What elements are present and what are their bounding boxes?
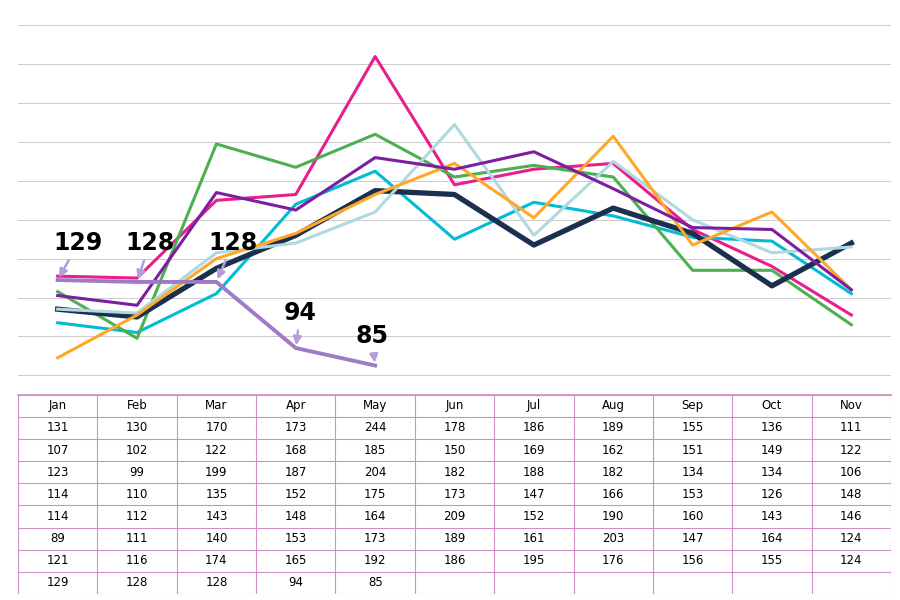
Text: 129: 129 <box>54 231 103 275</box>
Text: 160: 160 <box>681 510 704 523</box>
Text: 131: 131 <box>47 421 69 434</box>
Text: 135: 135 <box>205 488 228 501</box>
Text: 152: 152 <box>284 488 307 501</box>
Text: Feb: Feb <box>127 399 148 412</box>
Text: 134: 134 <box>760 466 783 479</box>
Text: Nov: Nov <box>840 399 863 412</box>
Text: 129: 129 <box>47 577 69 589</box>
Text: 153: 153 <box>284 532 307 545</box>
Text: 156: 156 <box>681 554 704 567</box>
Text: 155: 155 <box>760 554 783 567</box>
Text: 174: 174 <box>205 554 228 567</box>
Text: Aug: Aug <box>602 399 625 412</box>
Text: 140: 140 <box>205 532 228 545</box>
Text: 195: 195 <box>523 554 545 567</box>
Text: 114: 114 <box>47 510 69 523</box>
Text: 94: 94 <box>288 577 303 589</box>
Text: 173: 173 <box>364 532 386 545</box>
Text: 169: 169 <box>523 443 545 457</box>
Text: 189: 189 <box>444 532 465 545</box>
Text: 149: 149 <box>760 443 783 457</box>
Text: 209: 209 <box>444 510 465 523</box>
Text: 146: 146 <box>840 510 862 523</box>
Text: Sep: Sep <box>681 399 704 412</box>
Text: 124: 124 <box>840 554 862 567</box>
Text: 85: 85 <box>368 577 382 589</box>
Text: 111: 111 <box>126 532 148 545</box>
Text: 165: 165 <box>284 554 307 567</box>
Text: 170: 170 <box>205 421 228 434</box>
Text: 147: 147 <box>681 532 704 545</box>
Text: 143: 143 <box>205 510 228 523</box>
Text: 190: 190 <box>602 510 625 523</box>
Text: 116: 116 <box>126 554 148 567</box>
Text: 111: 111 <box>840 421 862 434</box>
Text: 203: 203 <box>602 532 625 545</box>
Text: 164: 164 <box>760 532 783 545</box>
Text: May: May <box>363 399 387 412</box>
Text: 126: 126 <box>760 488 783 501</box>
Text: 130: 130 <box>126 421 148 434</box>
Text: 128: 128 <box>205 577 228 589</box>
Text: 166: 166 <box>602 488 625 501</box>
Text: 102: 102 <box>126 443 148 457</box>
Text: 112: 112 <box>126 510 148 523</box>
Text: 89: 89 <box>50 532 65 545</box>
Text: 148: 148 <box>840 488 862 501</box>
Text: 136: 136 <box>760 421 783 434</box>
Text: 94: 94 <box>284 301 317 343</box>
Text: Jun: Jun <box>446 399 464 412</box>
Text: 128: 128 <box>126 577 148 589</box>
Text: 173: 173 <box>444 488 465 501</box>
Text: 153: 153 <box>681 488 704 501</box>
Text: Apr: Apr <box>285 399 306 412</box>
Text: 107: 107 <box>47 443 69 457</box>
Text: 182: 182 <box>602 466 625 479</box>
Text: 128: 128 <box>125 231 175 277</box>
Text: 244: 244 <box>364 421 386 434</box>
Text: 152: 152 <box>523 510 545 523</box>
Text: 189: 189 <box>602 421 625 434</box>
Text: 122: 122 <box>205 443 228 457</box>
Text: 175: 175 <box>364 488 386 501</box>
Text: 99: 99 <box>130 466 145 479</box>
Text: 148: 148 <box>284 510 307 523</box>
Text: 178: 178 <box>444 421 465 434</box>
Text: 186: 186 <box>444 554 465 567</box>
Text: 161: 161 <box>523 532 545 545</box>
Text: 147: 147 <box>523 488 545 501</box>
Text: 187: 187 <box>284 466 307 479</box>
Text: 143: 143 <box>760 510 783 523</box>
Text: 128: 128 <box>209 231 257 277</box>
Text: Oct: Oct <box>761 399 782 412</box>
Text: 192: 192 <box>364 554 386 567</box>
Text: 162: 162 <box>602 443 625 457</box>
Text: 155: 155 <box>681 421 704 434</box>
Text: 204: 204 <box>364 466 386 479</box>
Text: 188: 188 <box>523 466 545 479</box>
Text: 151: 151 <box>681 443 704 457</box>
Text: 124: 124 <box>840 532 862 545</box>
Text: 186: 186 <box>523 421 545 434</box>
Text: Mar: Mar <box>205 399 228 412</box>
Text: Jul: Jul <box>526 399 541 412</box>
Text: 168: 168 <box>284 443 307 457</box>
Text: 176: 176 <box>602 554 625 567</box>
Text: 173: 173 <box>284 421 307 434</box>
Text: 122: 122 <box>840 443 862 457</box>
Text: Jan: Jan <box>49 399 67 412</box>
Text: 114: 114 <box>47 488 69 501</box>
Text: 199: 199 <box>205 466 228 479</box>
Text: 185: 185 <box>364 443 386 457</box>
Text: 123: 123 <box>47 466 69 479</box>
Text: 164: 164 <box>364 510 386 523</box>
Text: 121: 121 <box>47 554 69 567</box>
Text: 106: 106 <box>840 466 862 479</box>
Text: 134: 134 <box>681 466 704 479</box>
Text: 182: 182 <box>444 466 465 479</box>
Text: 110: 110 <box>126 488 148 501</box>
Text: 85: 85 <box>356 325 388 360</box>
Text: 150: 150 <box>444 443 465 457</box>
